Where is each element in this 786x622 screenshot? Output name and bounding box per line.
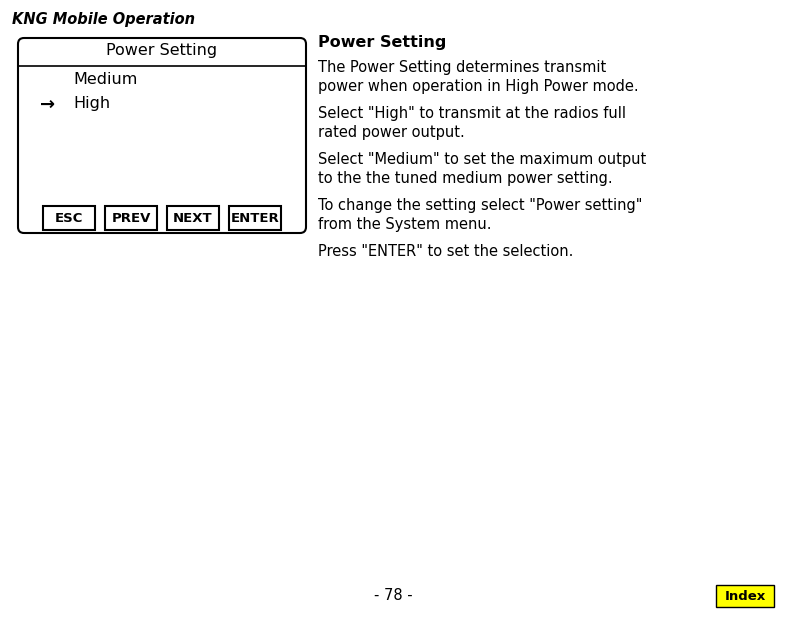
Bar (229, 206, 281, 230)
Text: rated power output.: rated power output. (318, 125, 465, 140)
FancyBboxPatch shape (18, 38, 306, 233)
Bar (105, 206, 157, 230)
Text: PREV: PREV (112, 211, 151, 225)
Bar (167, 206, 219, 230)
Text: ENTER: ENTER (230, 211, 279, 225)
Text: NEXT: NEXT (173, 211, 213, 225)
Text: ESC: ESC (55, 211, 83, 225)
Bar (43, 206, 95, 230)
Text: Medium: Medium (73, 72, 138, 87)
Text: KNG Mobile Operation: KNG Mobile Operation (12, 12, 195, 27)
Text: Press "ENTER" to set the selection.: Press "ENTER" to set the selection. (318, 244, 573, 259)
Text: Power Setting: Power Setting (106, 43, 218, 58)
Text: High: High (73, 96, 110, 111)
Text: Select "Medium" to set the maximum output: Select "Medium" to set the maximum outpu… (318, 152, 646, 167)
Text: from the System menu.: from the System menu. (318, 217, 491, 232)
Text: →: → (40, 96, 56, 114)
Text: Index: Index (725, 590, 766, 603)
Text: To change the setting select "Power setting": To change the setting select "Power sett… (318, 198, 642, 213)
Text: Select "High" to transmit at the radios full: Select "High" to transmit at the radios … (318, 106, 626, 121)
Text: Power Setting: Power Setting (318, 35, 446, 50)
Text: power when operation in High Power mode.: power when operation in High Power mode. (318, 79, 639, 94)
Text: The Power Setting determines transmit: The Power Setting determines transmit (318, 60, 606, 75)
Text: - 78 -: - 78 - (373, 588, 413, 603)
Bar (716, 585, 774, 607)
Text: to the the tuned medium power setting.: to the the tuned medium power setting. (318, 171, 612, 186)
